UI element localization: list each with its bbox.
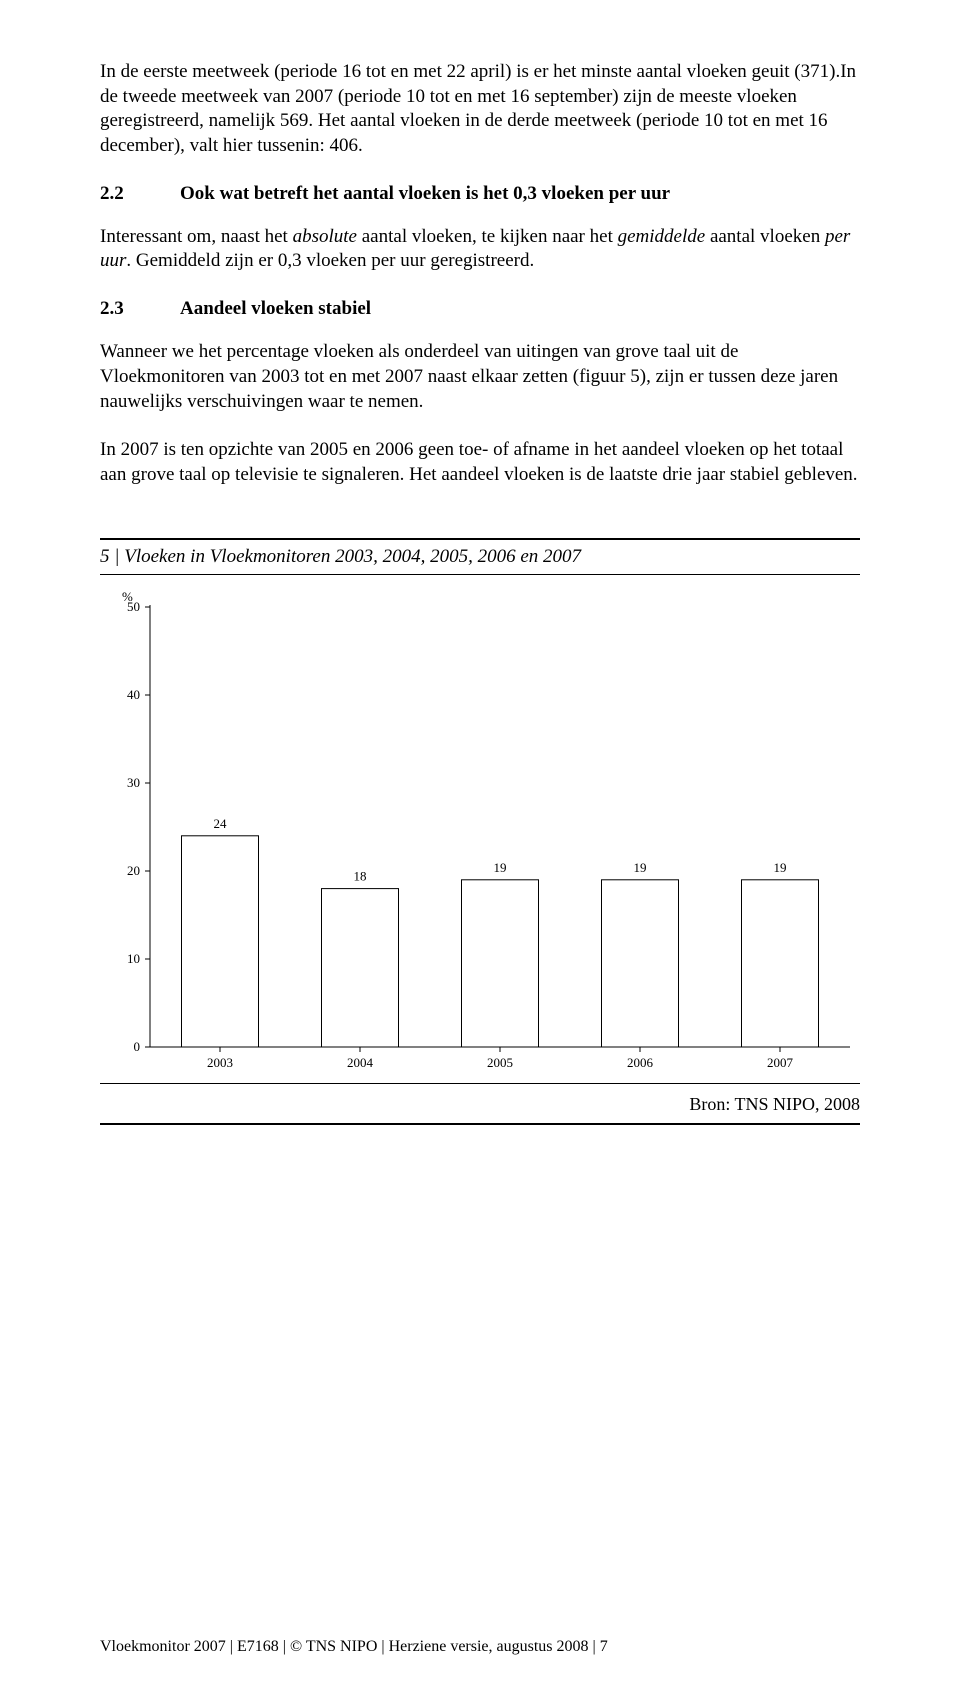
bar-chart-svg: %010203040502420031820041920051920061920… xyxy=(100,583,860,1077)
heading-2-2: 2.2 Ook wat betreft het aantal vloeken i… xyxy=(100,183,860,205)
paragraph-intro: In de eerste meetweek (periode 16 tot en… xyxy=(100,60,860,159)
svg-text:18: 18 xyxy=(354,868,367,883)
figure-rule-bottom xyxy=(100,1123,860,1125)
text-italic: absolute xyxy=(293,226,357,247)
page-footer: Vloekmonitor 2007 | E7168 | © TNS NIPO |… xyxy=(100,1638,860,1656)
paragraph-2-3b: In 2007 is ten opzichte van 2005 en 2006… xyxy=(100,438,860,487)
bar-chart: %010203040502420031820041920051920061920… xyxy=(100,583,860,1077)
text-run: Interessant om, naast het xyxy=(100,226,293,247)
text-run: aantal vloeken, te kijken naar het xyxy=(357,226,618,247)
heading-number: 2.3 xyxy=(100,298,180,320)
svg-text:2004: 2004 xyxy=(347,1055,374,1070)
heading-number: 2.2 xyxy=(100,183,180,205)
svg-text:2006: 2006 xyxy=(627,1055,654,1070)
figure-source: Bron: TNS NIPO, 2008 xyxy=(100,1084,860,1123)
svg-text:0: 0 xyxy=(134,1039,141,1054)
document-page: In de eerste meetweek (periode 16 tot en… xyxy=(0,0,960,1686)
svg-text:24: 24 xyxy=(214,815,228,830)
svg-text:50: 50 xyxy=(127,599,140,614)
svg-text:19: 19 xyxy=(634,859,647,874)
svg-text:20: 20 xyxy=(127,863,140,878)
heading-2-3: 2.3 Aandeel vloeken stabiel xyxy=(100,298,860,320)
figure-caption: 5 | Vloeken in Vloekmonitoren 2003, 2004… xyxy=(100,540,860,574)
figure-number: 5 xyxy=(100,546,110,567)
text-run: . Gemiddeld zijn er 0,3 vloeken per uur … xyxy=(126,250,534,271)
heading-text: Aandeel vloeken stabiel xyxy=(180,298,371,320)
svg-text:19: 19 xyxy=(494,859,507,874)
svg-text:40: 40 xyxy=(127,687,140,702)
svg-text:19: 19 xyxy=(774,859,787,874)
text-italic: gemiddelde xyxy=(618,226,706,247)
figure-rule-thin xyxy=(100,574,860,575)
svg-text:2005: 2005 xyxy=(487,1055,513,1070)
svg-text:10: 10 xyxy=(127,951,140,966)
text-run: aantal vloeken xyxy=(705,226,825,247)
paragraph-2-3a: Wanneer we het percentage vloeken als on… xyxy=(100,340,860,414)
svg-text:2003: 2003 xyxy=(207,1055,233,1070)
svg-text:2007: 2007 xyxy=(767,1055,794,1070)
svg-text:30: 30 xyxy=(127,775,140,790)
paragraph-2-2: Interessant om, naast het absolute aanta… xyxy=(100,225,860,274)
heading-text: Ook wat betreft het aantal vloeken is he… xyxy=(180,183,670,205)
figure-title: Vloeken in Vloekmonitoren 2003, 2004, 20… xyxy=(124,546,581,567)
